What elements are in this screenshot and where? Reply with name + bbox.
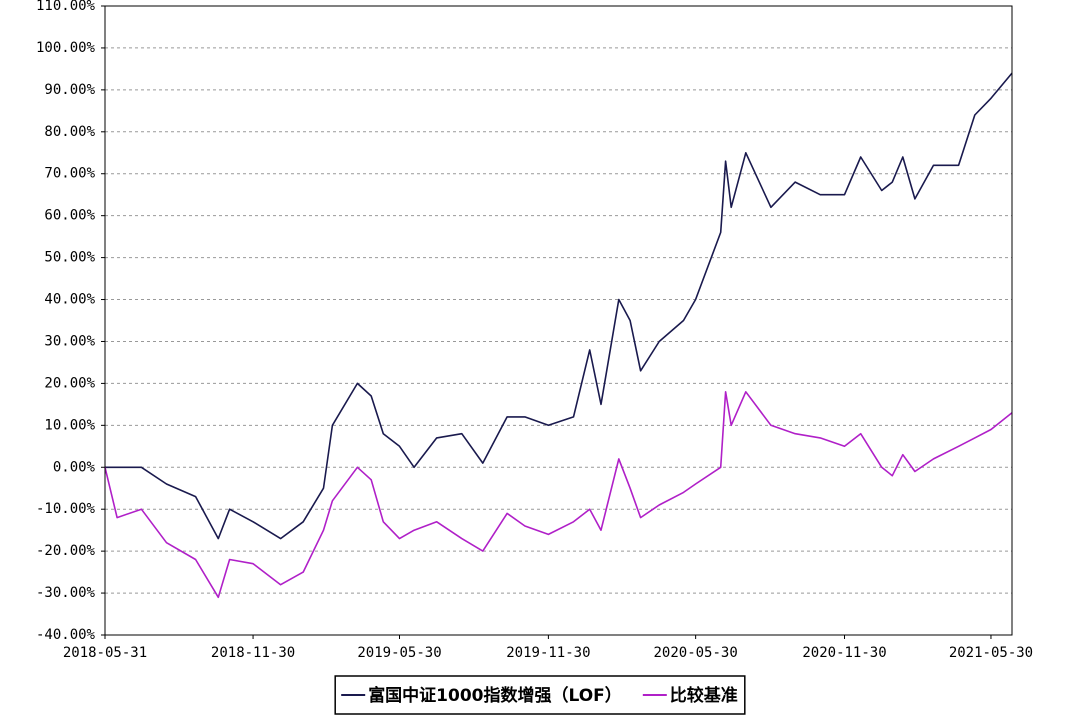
- x-tick-label: 2019-05-30: [357, 645, 441, 661]
- x-tick-label: 2021-05-30: [949, 645, 1033, 661]
- x-tick-label: 2020-05-30: [653, 645, 737, 661]
- y-tick-label: 20.00%: [44, 375, 95, 391]
- y-tick-label: -30.00%: [36, 585, 96, 601]
- y-tick-label: 0.00%: [53, 459, 96, 475]
- y-tick-label: 80.00%: [44, 124, 95, 140]
- y-tick-label: 50.00%: [44, 250, 95, 266]
- y-tick-label: -10.00%: [36, 501, 96, 517]
- legend-label: 比较基准: [670, 685, 738, 706]
- y-tick-label: 30.00%: [44, 333, 95, 349]
- y-tick-label: 40.00%: [44, 292, 95, 308]
- x-tick-label: 2019-11-30: [506, 645, 590, 661]
- y-tick-label: 70.00%: [44, 166, 95, 182]
- series-line: [104, 391, 1013, 599]
- legend-box: [334, 675, 746, 715]
- x-tick-label: 2018-05-31: [63, 645, 147, 661]
- legend: 富国中证1000指数增强（LOF） 比较基准: [334, 675, 746, 715]
- x-tick-label: 2018-11-30: [211, 645, 295, 661]
- y-tick-label: 110.00%: [36, 0, 96, 14]
- y-tick-label: 60.00%: [44, 208, 95, 224]
- y-tick-label: -40.00%: [36, 627, 96, 643]
- x-tick-label: 2020-11-30: [802, 645, 886, 661]
- y-tick-label: -20.00%: [36, 543, 96, 559]
- legend-label: 富国中证1000指数增强（LOF）: [368, 685, 622, 706]
- plot-border: [104, 5, 1013, 636]
- y-tick-label: 10.00%: [44, 417, 95, 433]
- series-line: [105, 72, 1013, 540]
- y-tick-label: 100.00%: [36, 40, 96, 56]
- y-tick-label: 90.00%: [44, 82, 95, 98]
